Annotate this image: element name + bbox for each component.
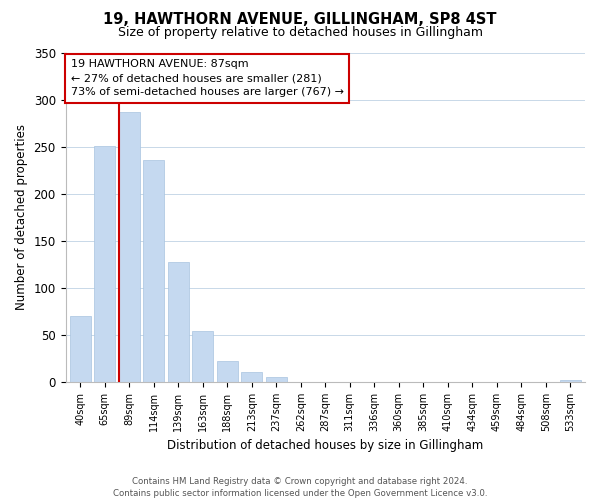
Text: Contains HM Land Registry data © Crown copyright and database right 2024.
Contai: Contains HM Land Registry data © Crown c…: [113, 476, 487, 498]
Bar: [119, 112, 140, 382]
Y-axis label: Number of detached properties: Number of detached properties: [15, 124, 28, 310]
Bar: [143, 160, 164, 382]
Bar: [217, 362, 238, 382]
Bar: [193, 331, 213, 382]
Bar: [70, 316, 91, 382]
Bar: [241, 372, 262, 382]
Bar: [266, 378, 287, 382]
X-axis label: Distribution of detached houses by size in Gillingham: Distribution of detached houses by size …: [167, 440, 484, 452]
Text: Size of property relative to detached houses in Gillingham: Size of property relative to detached ho…: [118, 26, 482, 39]
Text: 19, HAWTHORN AVENUE, GILLINGHAM, SP8 4ST: 19, HAWTHORN AVENUE, GILLINGHAM, SP8 4ST: [103, 12, 497, 28]
Bar: [168, 262, 188, 382]
Bar: [560, 380, 581, 382]
Bar: [94, 146, 115, 382]
Text: 19 HAWTHORN AVENUE: 87sqm
← 27% of detached houses are smaller (281)
73% of semi: 19 HAWTHORN AVENUE: 87sqm ← 27% of detac…: [71, 59, 344, 97]
